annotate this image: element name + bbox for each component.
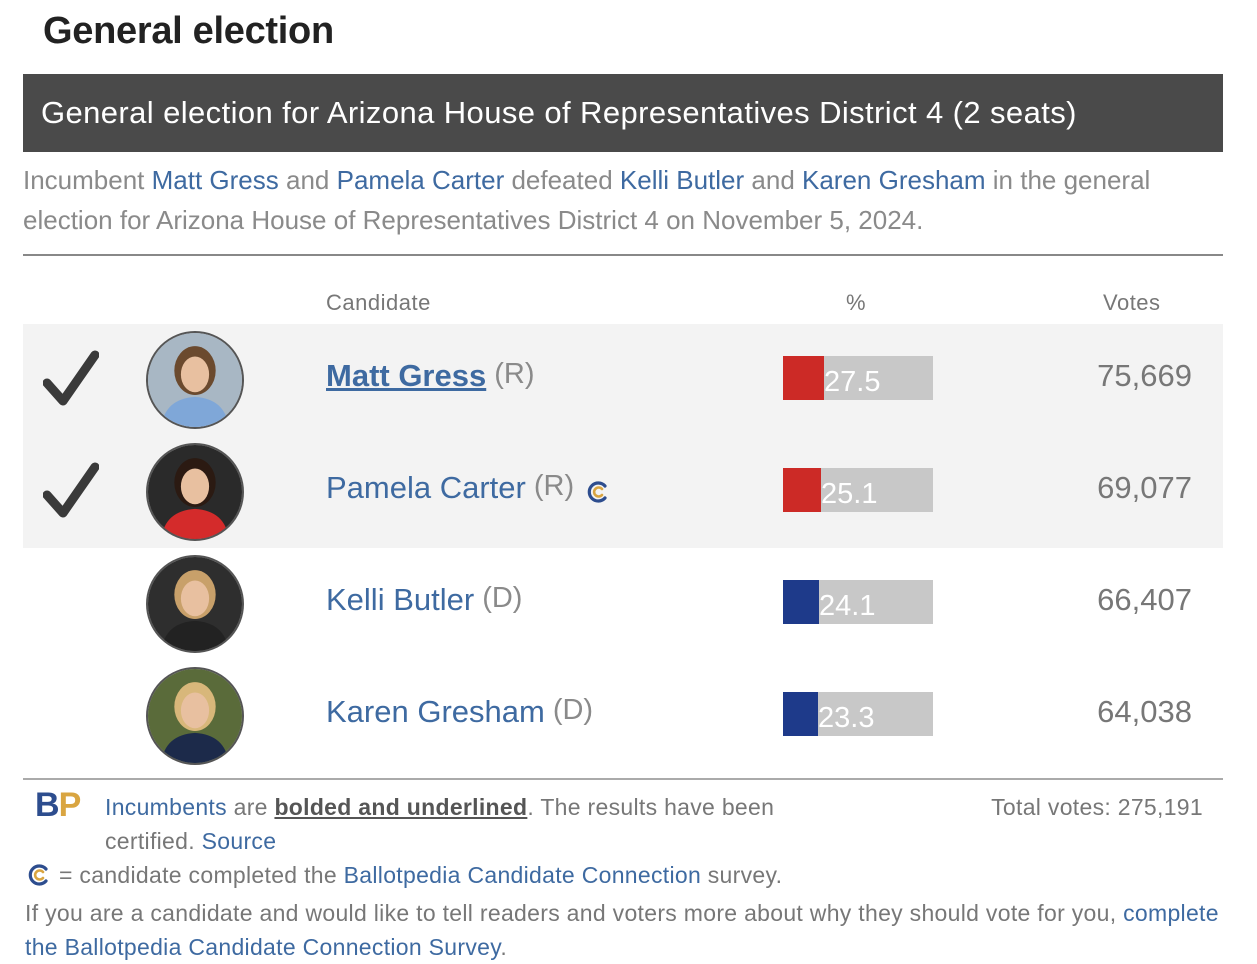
candidate-name-link[interactable]: Karen Gresham (326, 694, 545, 729)
bolded-underlined-text: bolded and underlined (274, 794, 528, 820)
percent-bar-fill (783, 580, 819, 624)
summary-defeated: defeated (504, 165, 620, 195)
percent-bar: 25.1 (783, 468, 933, 512)
survey-invite: If you are a candidate and would like to… (25, 900, 1219, 960)
percent-bar: 27.5 (783, 356, 933, 400)
summary-link-loser1[interactable]: Kelli Butler (619, 165, 745, 195)
summary-and: and (744, 165, 802, 195)
percent-bar: 23.3 (783, 692, 933, 736)
column-header-percent: % (846, 290, 867, 315)
candidate-name-link[interactable]: Matt Gress (326, 358, 487, 393)
table-row: Karen Gresham (D) 23.3 64,038 (23, 660, 1223, 772)
percent-value: 23.3 (818, 702, 875, 734)
winner-check-icon (43, 350, 99, 406)
divider (23, 778, 1223, 780)
complete-survey-link[interactable]: complete the Ballotpedia Candidate Conne… (25, 900, 1219, 960)
source-link[interactable]: Source (201, 828, 277, 854)
percent-bar-fill (783, 468, 821, 512)
column-header-votes: Votes (1103, 290, 1161, 315)
candidate-photo[interactable] (146, 331, 244, 429)
summary-link-loser2[interactable]: Karen Gresham (802, 165, 986, 195)
percent-bar: 24.1 (783, 580, 933, 624)
summary-link-winner2[interactable]: Pamela Carter (336, 165, 505, 195)
summary-suffix: in the general election for Arizona Hous… (23, 165, 1151, 235)
vote-count: 64,038 (1097, 694, 1192, 729)
vote-count: 75,669 (1097, 358, 1192, 393)
incumbents-link[interactable]: Incumbents (105, 794, 227, 820)
column-header-candidate: Candidate (326, 290, 431, 315)
table-row: Kelli Butler (D) 24.1 66,407 (23, 548, 1223, 660)
candidate-connection-icon (28, 864, 48, 886)
candidate-connection-legend: = candidate completed the Ballotpedia Ca… (27, 858, 782, 892)
candidate-photo[interactable] (146, 667, 244, 765)
divider (23, 254, 1223, 256)
candidate-party: (D) (552, 694, 594, 726)
race-header: General election for Arizona House of Re… (23, 74, 1223, 152)
candidate-name-link[interactable]: Kelli Butler (326, 582, 475, 617)
summary-link-winner1[interactable]: Matt Gress (151, 165, 279, 195)
vote-count: 69,077 (1097, 470, 1192, 505)
candidate-photo[interactable] (146, 555, 244, 653)
percent-value: 27.5 (824, 366, 881, 398)
vote-count: 66,407 (1097, 582, 1192, 617)
candidate-photo[interactable] (146, 443, 244, 541)
candidate-party: (D) (482, 582, 523, 614)
candidate-name-link[interactable]: Pamela Carter (326, 470, 526, 505)
candidate-party: (R) (494, 358, 535, 390)
table-row: Pamela Carter (R) 25.1 69,077 (23, 436, 1223, 548)
candidate-connection-icon[interactable] (586, 480, 610, 504)
total-votes: Total votes: 275,191 (991, 794, 1203, 820)
incumbent-note: Incumbents are bolded and underlined. Th… (105, 794, 775, 854)
summary-and: and (278, 165, 337, 195)
ballotpedia-logo: BP (35, 786, 81, 824)
candidate-connection-link[interactable]: Ballotpedia Candidate Connection (343, 862, 702, 888)
percent-value: 25.1 (821, 478, 878, 510)
percent-value: 24.1 (819, 590, 876, 622)
winner-check-icon (43, 462, 99, 518)
table-row: Matt Gress (R) 27.5 75,669 (23, 324, 1223, 436)
percent-bar-fill (783, 356, 824, 400)
percent-bar-fill (783, 692, 818, 736)
summary-prefix: Incumbent (23, 165, 152, 195)
election-summary: Incumbent Matt Gress and Pamela Carter d… (23, 160, 1223, 240)
page-heading: General election (43, 10, 334, 52)
candidate-party: (R) (533, 470, 575, 502)
